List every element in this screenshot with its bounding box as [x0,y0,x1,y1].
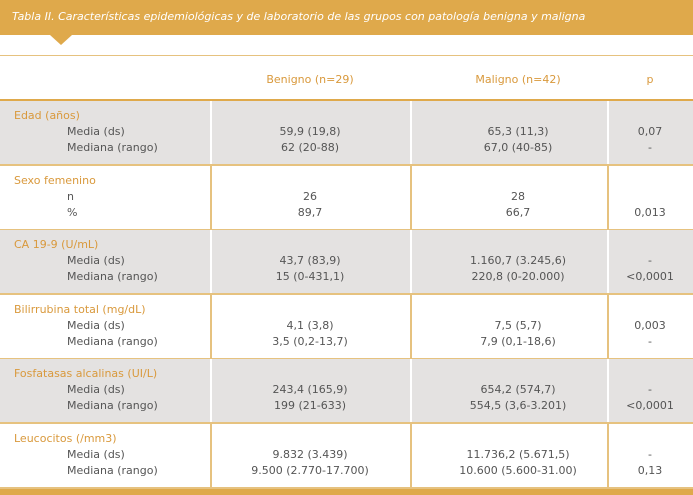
group-label: Leucocitos (/mm3) [14,432,117,445]
row-label: Mediana (rango) [67,270,158,284]
cell: 9.500 (2.770-17.700) [251,464,369,477]
row-label: Mediana (rango) [67,399,158,413]
group-label: Fosfatasas alcalinas (UI/L) [14,367,158,381]
column-header: p [646,73,654,86]
column-rule [410,165,412,229]
cell: 59,9 (19,8) [279,125,341,138]
cell: 26 [303,189,317,203]
cell: - [648,383,652,397]
row-label: Media (ds) [67,254,125,268]
cell: 66,7 [505,205,531,219]
column-rule [210,294,212,358]
cell: 0,013 [634,205,666,219]
column-rule [607,101,609,164]
cell: 9.832 (3.439) [272,448,348,461]
footer-bar [0,489,693,495]
column-rule [410,230,412,294]
column-rule [210,424,212,487]
cell: 43,7 (83,9) [279,254,341,268]
group-band [0,230,693,294]
cell: - [648,141,652,154]
group-band [0,424,693,487]
row-label: % [67,205,78,219]
column-rule [210,101,212,164]
rule [0,164,693,166]
column-rule [410,424,412,487]
group-label: Bilirrubina total (mg/dL) [14,302,146,316]
cell: <0,0001 [626,399,674,413]
group-band [0,294,693,358]
cell: 11.736,2 (5.671,5) [466,448,570,461]
row-label: n [67,189,74,203]
cell: 0,003 [634,318,666,332]
header-pointer [50,35,72,45]
row-label: Mediana (rango) [67,141,158,154]
column-rule [210,230,212,294]
cell: 67,0 (40-85) [483,141,553,154]
table-title: Tabla II. Características epidemiológica… [12,10,586,23]
cell: 15 (0-431,1) [275,270,345,284]
cell: - [648,334,652,348]
cell: 65,3 (11,3) [487,125,549,138]
rule [0,422,693,424]
column-rule [410,359,412,423]
cell: 28 [511,189,525,203]
rule [0,487,693,489]
cell: 1.160,7 (3.245,6) [469,254,567,268]
column-rule [410,101,412,164]
cell: 3,5 (0,2-13,7) [272,334,348,348]
column-rule [607,359,609,423]
group-band [0,165,693,229]
rule [0,228,693,231]
row-label: Media (ds) [67,448,125,461]
column-rule [410,294,412,358]
cell: 199 (21-633) [273,399,347,413]
column-rule [607,424,609,487]
row-label: Media (ds) [67,383,125,397]
cell: 243,4 (165,9) [272,383,348,397]
column-rule [210,359,212,423]
column-rule [607,294,609,358]
group-band [0,359,693,423]
rule [0,357,693,360]
cell: 89,7 [297,205,323,219]
rule [0,99,693,101]
cell: <0,0001 [626,270,674,284]
column-header: Benigno (n=29) [266,73,354,86]
cell: 654,2 (574,7) [480,383,556,397]
cell: - [648,448,652,461]
cell: 0,13 [637,464,663,477]
rule [0,293,693,295]
row-label: Mediana (rango) [67,464,158,477]
cell: 7,9 (0,1-18,6) [480,334,556,348]
group-label: CA 19-9 (U/mL) [14,238,99,252]
group-label: Sexo femenino [14,173,96,187]
cell: 7,5 (5,7) [494,318,542,332]
cell: 4,1 (3,8) [286,318,334,332]
cell: 62 (20-88) [280,141,340,154]
cell: 10.600 (5.600-31.00) [459,464,577,477]
group-band [0,101,693,164]
cell: 554,5 (3,6-3.201) [469,399,567,413]
column-rule [210,165,212,229]
header-bar [0,0,693,35]
row-label: Media (ds) [67,125,125,138]
row-label: Media (ds) [67,318,125,332]
row-label: Mediana (rango) [67,334,158,348]
column-header: Maligno (n=42) [475,73,561,86]
column-rule [607,230,609,294]
cell: 220,8 (0-20.000) [471,270,565,284]
cell: 0,07 [637,125,663,138]
cell: - [648,254,652,268]
column-rule [607,165,609,229]
rule [0,55,693,56]
group-label: Edad (años) [14,109,80,122]
